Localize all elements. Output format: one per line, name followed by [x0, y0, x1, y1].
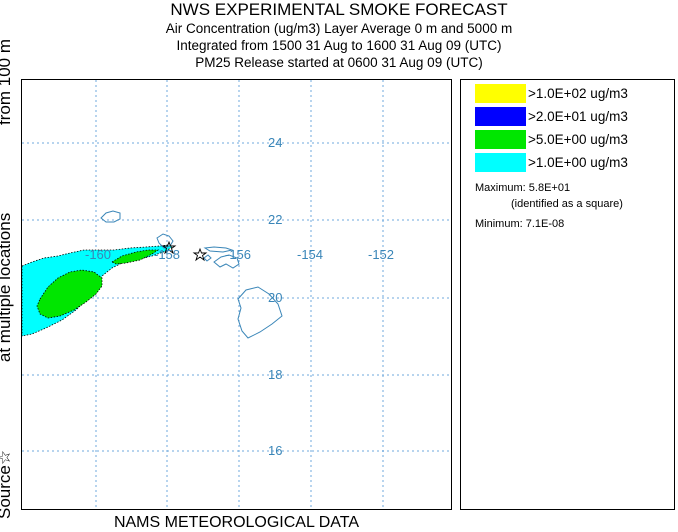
footer-data-source: NAMS METEOROLOGICAL DATA [113, 514, 360, 531]
minimum-value: Minimum: 7.1E-08 [475, 218, 565, 230]
island-hawaii [237, 286, 283, 339]
legend-label-1: >1.0E+00 ug/m3 [528, 155, 628, 170]
legend-swatch-yellow [475, 84, 526, 103]
lon-label-152: -152 [368, 247, 395, 262]
plume-contour-5 [36, 269, 103, 319]
forecast-title: NWS EXPERIMENTAL SMOKE FORECAST [170, 0, 508, 19]
source-star-2 [192, 247, 208, 262]
legend-item-1: >1.0E+00 ug/m3 [475, 153, 628, 172]
integration-period: Integrated from 1500 31 Aug to 1600 31 A… [176, 38, 502, 53]
legend-label-5: >5.0E+00 ug/m3 [528, 132, 628, 147]
island-kauai [100, 210, 121, 223]
legend-swatch-green [475, 130, 526, 149]
map-canvas [22, 80, 451, 509]
legend-label-20: >2.0E+01 ug/m3 [528, 109, 628, 124]
legend-label-100: >1.0E+02 ug/m3 [528, 86, 628, 101]
lat-label-20: 20 [268, 290, 283, 305]
maximum-note: (identified as a square) [511, 198, 623, 210]
lon-label-154: -154 [297, 247, 324, 262]
lon-label-160: -160 [85, 247, 112, 262]
plume-contour-5-small [111, 249, 160, 265]
lat-label-22: 22 [268, 212, 283, 227]
coastlines [100, 210, 283, 339]
legend-item-5: >5.0E+00 ug/m3 [475, 130, 628, 149]
concentration-subtitle: Air Concentration (ug/m3) Layer Average … [165, 21, 513, 36]
lat-label-18: 18 [268, 367, 283, 382]
island-lanai [203, 254, 212, 262]
lon-label-158: -158 [154, 247, 181, 262]
release-start: PM25 Release started at 0600 31 Aug 09 (… [195, 55, 483, 70]
legend-item-100: >1.0E+02 ug/m3 [475, 84, 628, 103]
source-markers [161, 240, 208, 262]
lat-label-24: 24 [268, 135, 283, 150]
maximum-value: Maximum: 5.8E+01 [475, 182, 571, 194]
island-oahu [156, 233, 174, 249]
legend-swatch-cyan [475, 153, 526, 172]
source-star-1 [161, 240, 177, 255]
side-label-locations: at multiple locations [0, 212, 14, 363]
island-maui [213, 254, 240, 269]
lat-label-16: 16 [268, 443, 283, 458]
side-label-from: from 100 m [0, 39, 14, 125]
map-panel: -160 -158 -156 -154 -152 24 22 20 18 16 [21, 79, 452, 510]
graticule [22, 80, 451, 509]
island-molokai [203, 246, 234, 253]
legend-swatch-blue [475, 107, 526, 126]
lon-label-156: -156 [225, 247, 252, 262]
side-label-source: Source☆ [0, 449, 14, 519]
source-side-label: Source☆ at multiple locations from 100 m [0, 39, 18, 519]
legend-panel: >1.0E+02 ug/m3 >2.0E+01 ug/m3 >5.0E+00 u… [460, 79, 675, 510]
legend-item-20: >2.0E+01 ug/m3 [475, 107, 628, 126]
